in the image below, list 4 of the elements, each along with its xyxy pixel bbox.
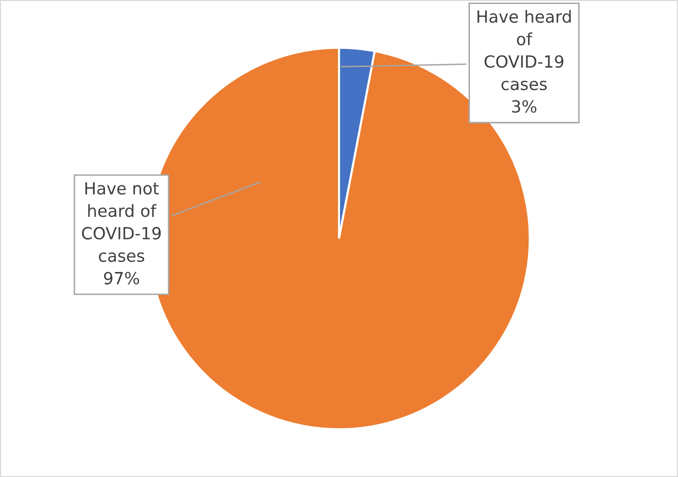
data-label: 97% <box>104 272 140 284</box>
slice-label: Have not heard of COVID-19 cases <box>82 182 161 262</box>
slice-label: Have heard of COVID-19 cases <box>478 10 571 90</box>
data-label: 3% <box>512 100 536 113</box>
